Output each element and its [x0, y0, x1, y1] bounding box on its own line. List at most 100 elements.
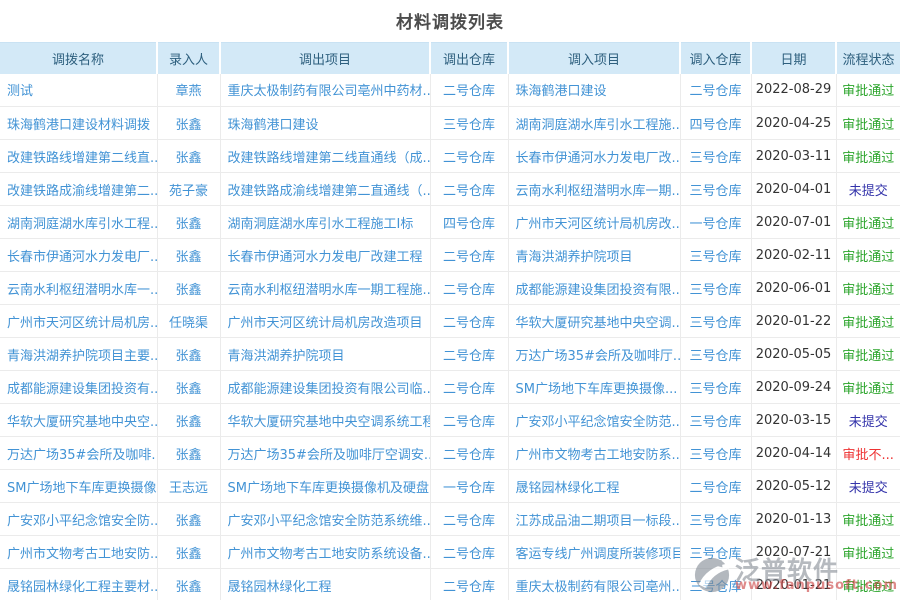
- cell-out-warehouse: 二号仓库: [430, 568, 509, 600]
- cell-entered-by: 张鑫: [157, 502, 221, 536]
- cell-in-project[interactable]: 广州市文物考古工地安防系...: [508, 436, 681, 470]
- cell-date: 2020-06-01: [751, 271, 837, 305]
- table-row: 广州市文物考古工地安防... 张鑫 广州市文物考古工地安防系统设备... 二号仓库 客运…: [0, 535, 900, 569]
- cell-date: 2020-01-21: [751, 568, 837, 600]
- cell-in-project[interactable]: 珠海鹤港口建设: [508, 73, 681, 107]
- cell-name[interactable]: 广州市天河区统计局机房...: [0, 304, 158, 338]
- cell-status: 未提交: [836, 172, 900, 206]
- cell-status: 审批通过: [836, 205, 900, 239]
- col-header-out-project: 调出项目: [220, 42, 431, 74]
- cell-name[interactable]: 万达广场35#会所及咖啡...: [0, 436, 158, 470]
- table-row: 湖南洞庭湖水库引水工程... 张鑫 湖南洞庭湖水库引水工程施工I标 四号仓库 广州市天河…: [0, 205, 900, 239]
- cell-status: 审批通过: [836, 502, 900, 536]
- page-title: 材料调拨列表: [396, 13, 504, 33]
- cell-date: 2020-09-24: [751, 370, 837, 404]
- cell-name[interactable]: 成都能源建设集团投资有...: [0, 370, 158, 404]
- cell-date: 2020-07-21: [751, 535, 837, 569]
- cell-in-warehouse: 三号仓库: [680, 172, 752, 206]
- cell-entered-by: 张鑫: [157, 568, 221, 600]
- cell-name[interactable]: 改建铁路成渝线增建第二...: [0, 172, 158, 206]
- table-row: 改建铁路成渝线增建第二... 苑子豪 改建铁路成渝线增建第二直通线（... 二号仓库云…: [0, 172, 900, 206]
- col-header-out-warehouse: 调出仓库: [430, 42, 509, 74]
- cell-out-warehouse: 二号仓库: [430, 172, 509, 206]
- cell-name[interactable]: 长春市伊通河水力发电厂...: [0, 238, 158, 272]
- cell-name[interactable]: 测试: [0, 73, 158, 107]
- cell-out-project[interactable]: 华软大厦研究基地中央空调系统工程: [220, 403, 431, 437]
- cell-in-warehouse: 三号仓库: [680, 139, 752, 173]
- cell-out-project[interactable]: 湖南洞庭湖水库引水工程施工I标: [220, 205, 431, 239]
- cell-out-warehouse: 二号仓库: [430, 238, 509, 272]
- table-row: 成都能源建设集团投资有... 张鑫 成都能源建设集团投资有限公司临... 二号仓库 SM…: [0, 370, 900, 404]
- cell-out-project[interactable]: 长春市伊通河水力发电厂改建工程: [220, 238, 431, 272]
- cell-out-project[interactable]: SM广场地下车库更换摄像机及硬盘...: [220, 469, 431, 503]
- table-row: 长春市伊通河水力发电厂... 张鑫 长春市伊通河水力发电厂改建工程 二号仓库 青海洪湖养…: [0, 238, 900, 272]
- cell-out-project[interactable]: 广安邓小平纪念馆安全防范系统维...: [220, 502, 431, 536]
- table-row: 改建铁路线增建第二线直... 张鑫 改建铁路线增建第二线直通线（成... 二号仓库 长春…: [0, 139, 900, 173]
- cell-in-warehouse: 三号仓库: [680, 238, 752, 272]
- table-row: SM广场地下车库更换摄像... 王志远 SM广场地下车库更换摄像机及硬盘... 一号仓…: [0, 469, 900, 503]
- cell-name[interactable]: 云南水利枢纽潜明水库一...: [0, 271, 158, 305]
- cell-in-project[interactable]: 重庆太极制药有限公司亳州...: [508, 568, 681, 600]
- cell-in-project[interactable]: 广安邓小平纪念馆安全防范...: [508, 403, 681, 437]
- cell-name[interactable]: SM广场地下车库更换摄像...: [0, 469, 158, 503]
- cell-date: 2022-08-29: [751, 73, 837, 107]
- col-header-entered-by: 录入人: [157, 42, 221, 74]
- cell-out-project[interactable]: 晟铭园林绿化工程: [220, 568, 431, 600]
- cell-in-project[interactable]: 成都能源建设集团投资有限...: [508, 271, 681, 305]
- cell-in-project[interactable]: 万达广场35#会所及咖啡厅...: [508, 337, 681, 371]
- cell-in-project[interactable]: SM广场地下车库更换摄像...: [508, 370, 681, 404]
- cell-out-project[interactable]: 青海洪湖养护院项目: [220, 337, 431, 371]
- cell-in-project[interactable]: 江苏成品油二期项目一标段...: [508, 502, 681, 536]
- cell-out-warehouse: 二号仓库: [430, 271, 509, 305]
- cell-name[interactable]: 湖南洞庭湖水库引水工程...: [0, 205, 158, 239]
- cell-out-warehouse: 三号仓库: [430, 106, 509, 140]
- cell-in-project[interactable]: 湖南洞庭湖水库引水工程施...: [508, 106, 681, 140]
- cell-status: 审批不...: [836, 436, 900, 470]
- cell-status: 审批通过: [836, 535, 900, 569]
- cell-out-project[interactable]: 改建铁路线增建第二线直通线（成...: [220, 139, 431, 173]
- cell-name[interactable]: 广州市文物考古工地安防...: [0, 535, 158, 569]
- cell-name[interactable]: 改建铁路线增建第二线直...: [0, 139, 158, 173]
- cell-in-warehouse: 三号仓库: [680, 502, 752, 536]
- cell-name[interactable]: 广安邓小平纪念馆安全防...: [0, 502, 158, 536]
- cell-out-project[interactable]: 广州市天河区统计局机房改造项目: [220, 304, 431, 338]
- cell-out-warehouse: 二号仓库: [430, 370, 509, 404]
- cell-in-project[interactable]: 长春市伊通河水力发电厂改...: [508, 139, 681, 173]
- cell-date: 2020-03-15: [751, 403, 837, 437]
- cell-date: 2020-04-01: [751, 172, 837, 206]
- cell-status: 审批通过: [836, 370, 900, 404]
- cell-date: 2020-01-22: [751, 304, 837, 338]
- table-body: 测试 章燕 重庆太极制药有限公司亳州中药材... 二号仓库 珠海鹤港口建设 二号仓库 202…: [0, 73, 900, 600]
- cell-in-warehouse: 三号仓库: [680, 403, 752, 437]
- cell-out-warehouse: 一号仓库: [430, 469, 509, 503]
- cell-in-project[interactable]: 客运专线广州调度所装修项目: [508, 535, 681, 569]
- cell-out-project[interactable]: 万达广场35#会所及咖啡厅空调安...: [220, 436, 431, 470]
- cell-out-warehouse: 二号仓库: [430, 304, 509, 338]
- cell-entered-by: 张鑫: [157, 535, 221, 569]
- cell-in-project[interactable]: 云南水利枢纽潜明水库一期...: [508, 172, 681, 206]
- cell-name[interactable]: 华软大厦研究基地中央空...: [0, 403, 158, 437]
- cell-in-warehouse: 三号仓库: [680, 436, 752, 470]
- cell-in-project[interactable]: 青海洪湖养护院项目: [508, 238, 681, 272]
- cell-status: 审批通过: [836, 238, 900, 272]
- cell-out-project[interactable]: 成都能源建设集团投资有限公司临...: [220, 370, 431, 404]
- cell-name[interactable]: 晟铭园林绿化工程主要材...: [0, 568, 158, 600]
- cell-out-project[interactable]: 改建铁路成渝线增建第二直通线（...: [220, 172, 431, 206]
- cell-entered-by: 任晓渠: [157, 304, 221, 338]
- cell-entered-by: 张鑫: [157, 403, 221, 437]
- cell-out-warehouse: 二号仓库: [430, 337, 509, 371]
- col-header-status: 流程状态: [836, 42, 900, 74]
- cell-out-project[interactable]: 广州市文物考古工地安防系统设备...: [220, 535, 431, 569]
- cell-in-project[interactable]: 晟铭园林绿化工程: [508, 469, 681, 503]
- cell-name[interactable]: 青海洪湖养护院项目主要...: [0, 337, 158, 371]
- cell-out-project[interactable]: 珠海鹤港口建设: [220, 106, 431, 140]
- cell-in-project[interactable]: 广州市天河区统计局机房改...: [508, 205, 681, 239]
- cell-name[interactable]: 珠海鹤港口建设材料调拨: [0, 106, 158, 140]
- cell-date: 2020-05-12: [751, 469, 837, 503]
- cell-entered-by: 张鑫: [157, 205, 221, 239]
- cell-date: 2020-02-11: [751, 238, 837, 272]
- cell-in-project[interactable]: 华软大厦研究基地中央空调...: [508, 304, 681, 338]
- table-row: 测试 章燕 重庆太极制药有限公司亳州中药材... 二号仓库 珠海鹤港口建设 二号仓库 202…: [0, 73, 900, 107]
- cell-out-project[interactable]: 云南水利枢纽潜明水库一期工程施...: [220, 271, 431, 305]
- cell-out-project[interactable]: 重庆太极制药有限公司亳州中药材...: [220, 73, 431, 107]
